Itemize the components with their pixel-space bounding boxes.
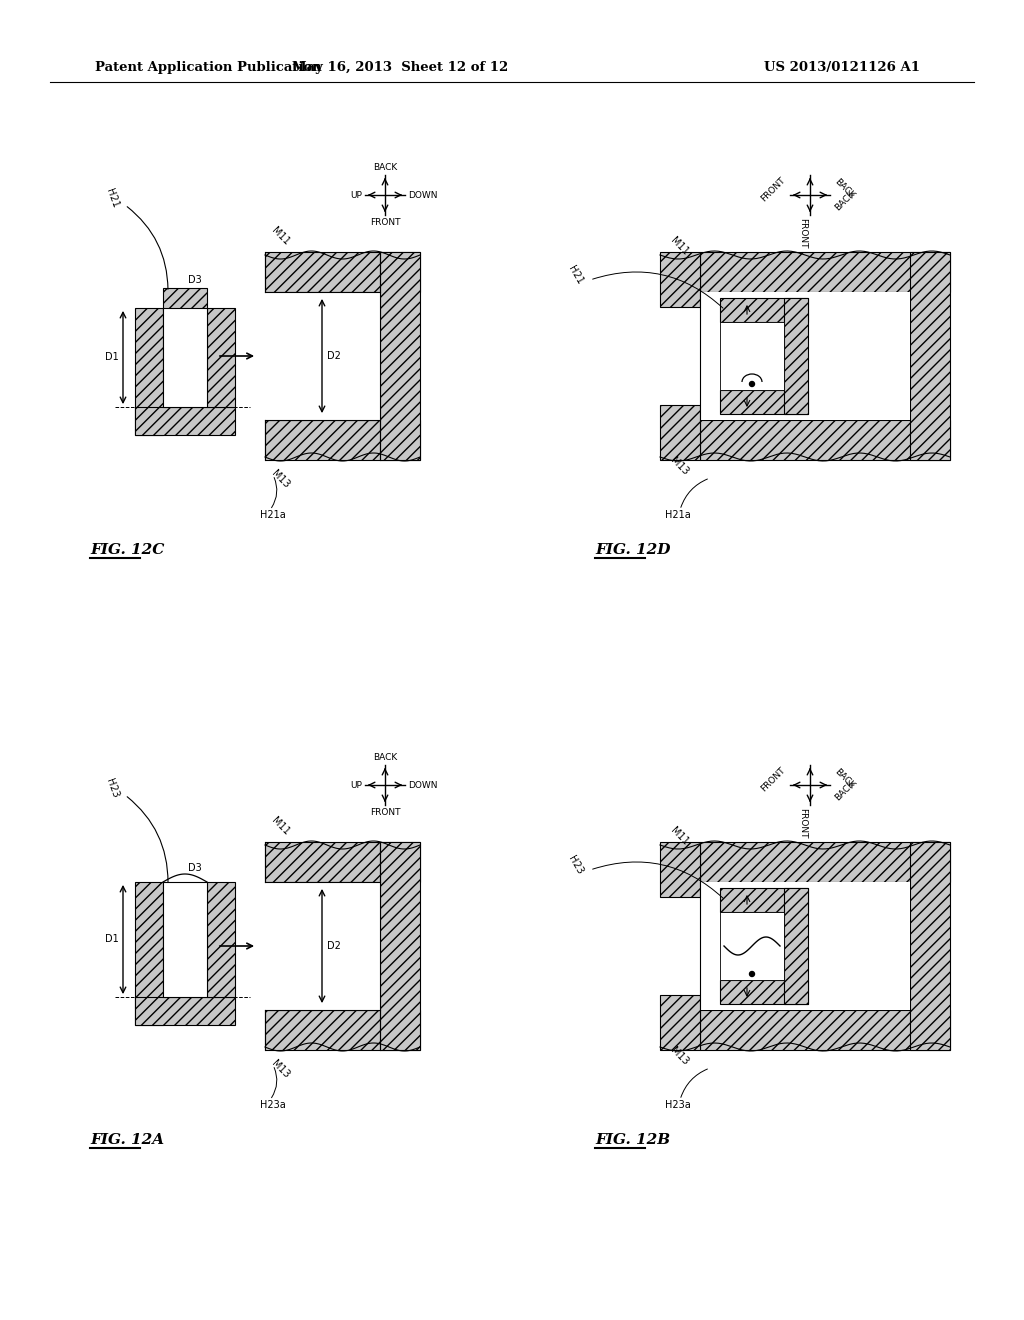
Text: FRONT: FRONT xyxy=(759,766,787,793)
Bar xyxy=(784,888,808,1005)
Bar xyxy=(380,252,420,459)
Text: FIG. 12B: FIG. 12B xyxy=(595,1133,670,1147)
Bar xyxy=(135,997,234,1026)
Text: FRONT: FRONT xyxy=(370,218,400,227)
Text: DOWN: DOWN xyxy=(408,780,437,789)
Text: M11: M11 xyxy=(669,825,690,847)
Text: H21: H21 xyxy=(103,187,120,209)
Text: UP: UP xyxy=(350,780,362,789)
Text: M11: M11 xyxy=(270,816,292,837)
Text: D3: D3 xyxy=(188,863,202,873)
Text: Patent Application Publication: Patent Application Publication xyxy=(95,62,322,74)
Bar xyxy=(700,292,910,420)
Text: M13: M13 xyxy=(669,455,690,477)
Bar xyxy=(135,882,163,1026)
Text: FRONT: FRONT xyxy=(759,176,787,203)
Text: H23: H23 xyxy=(103,777,120,799)
Text: BACK: BACK xyxy=(373,162,397,172)
Text: FIG. 12C: FIG. 12C xyxy=(90,543,165,557)
Bar xyxy=(660,252,700,308)
Bar xyxy=(700,842,950,882)
Text: FRONT: FRONT xyxy=(798,218,807,248)
Bar xyxy=(660,842,700,898)
Text: BACK: BACK xyxy=(833,177,856,201)
Bar xyxy=(135,308,163,436)
Bar xyxy=(207,308,234,407)
Bar xyxy=(265,420,420,459)
Bar xyxy=(700,1010,950,1049)
Text: H23a: H23a xyxy=(665,1100,691,1110)
Text: BACK: BACK xyxy=(833,779,856,803)
Text: BACK: BACK xyxy=(833,767,856,791)
Text: May 16, 2013  Sheet 12 of 12: May 16, 2013 Sheet 12 of 12 xyxy=(292,62,508,74)
Bar xyxy=(265,1010,420,1049)
Text: FRONT: FRONT xyxy=(798,808,807,838)
Bar xyxy=(720,389,808,414)
Text: M13: M13 xyxy=(270,469,292,490)
Circle shape xyxy=(750,972,755,977)
Text: M11: M11 xyxy=(270,226,292,247)
Bar xyxy=(380,842,420,1049)
Text: M13: M13 xyxy=(669,1045,690,1067)
Bar xyxy=(265,292,380,420)
Circle shape xyxy=(750,381,755,387)
Text: H21a: H21a xyxy=(665,510,691,520)
Text: UP: UP xyxy=(350,190,362,199)
Text: D1: D1 xyxy=(105,352,119,362)
Bar xyxy=(720,888,808,912)
Bar xyxy=(265,882,380,1010)
Text: FRONT: FRONT xyxy=(370,808,400,817)
Bar xyxy=(163,882,207,997)
Text: FIG. 12D: FIG. 12D xyxy=(595,543,671,557)
Bar xyxy=(720,979,808,1005)
Bar xyxy=(700,420,950,459)
Text: D3: D3 xyxy=(188,275,202,285)
Bar xyxy=(720,322,784,389)
Text: M11: M11 xyxy=(669,235,690,257)
Bar xyxy=(207,882,234,997)
Bar xyxy=(660,405,700,459)
Bar xyxy=(660,995,700,1049)
Text: M13: M13 xyxy=(270,1059,292,1080)
Bar xyxy=(910,842,950,1049)
Text: US 2013/0121126 A1: US 2013/0121126 A1 xyxy=(764,62,920,74)
Text: FIG. 12A: FIG. 12A xyxy=(90,1133,164,1147)
Bar xyxy=(700,252,950,292)
Text: BACK: BACK xyxy=(373,752,397,762)
Text: H21: H21 xyxy=(566,264,585,286)
Text: H23: H23 xyxy=(566,854,585,876)
Bar xyxy=(135,407,234,436)
Text: H23a: H23a xyxy=(260,1100,286,1110)
Bar xyxy=(265,842,420,882)
Text: DOWN: DOWN xyxy=(408,190,437,199)
Text: D2: D2 xyxy=(327,941,341,950)
Text: D1: D1 xyxy=(105,935,119,944)
Bar xyxy=(265,252,420,292)
Text: BACK: BACK xyxy=(833,189,856,213)
Bar xyxy=(784,298,808,414)
Bar xyxy=(163,288,207,310)
Bar xyxy=(163,308,207,407)
Bar xyxy=(720,298,808,322)
Text: H21a: H21a xyxy=(260,510,286,520)
Bar xyxy=(910,252,950,459)
Text: D2: D2 xyxy=(327,351,341,360)
Bar xyxy=(720,912,784,979)
Bar xyxy=(700,882,910,1010)
